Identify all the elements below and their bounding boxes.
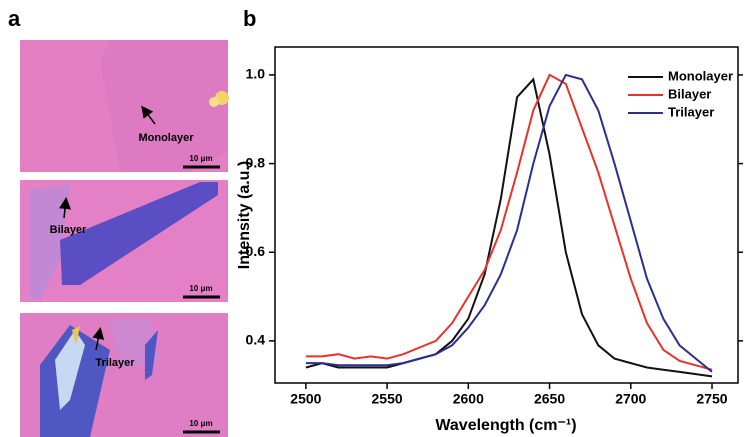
scale-bar-label: 10 μm: [189, 419, 212, 428]
image-label: Trilayer: [95, 357, 135, 369]
panel-label: b: [243, 6, 256, 31]
micrograph: Trilayer 10 μm: [20, 313, 228, 437]
image-label: Monolayer: [138, 132, 194, 144]
panel-label: a: [8, 6, 21, 31]
x-axis-label: Wavelength (cm⁻¹): [435, 417, 576, 434]
y-axis-label: Intensity (a.u.): [236, 161, 253, 269]
y-tick-label: 0.8: [246, 154, 266, 170]
plot-frame: [274, 46, 739, 384]
x-tick-label: 2550: [372, 391, 403, 407]
x-tick-label: 2650: [534, 391, 565, 407]
y-tick-label: 1.0: [246, 66, 266, 82]
x-tick-label: 2700: [615, 391, 646, 407]
series-line: [305, 73, 713, 373]
legend-label: Trilayer: [668, 104, 714, 119]
x-tick-label: 2500: [290, 391, 321, 407]
scale-bar-label: 10 μm: [189, 154, 212, 163]
x-tick-label: 2600: [453, 391, 484, 407]
micrograph: Monolayer 10 μm: [20, 40, 229, 172]
x-tick-label: 2750: [696, 391, 727, 407]
scale-bar-label: 10 μm: [189, 284, 212, 293]
legend-label: Monolayer: [668, 68, 733, 83]
series-line: [305, 73, 713, 371]
chart: Wavelength (cm⁻¹) Intensity (a.u.) 2500 2…: [236, 46, 743, 434]
image-label: Bilayer: [50, 224, 87, 236]
series-line: [305, 77, 713, 378]
y-tick-label: 0.6: [246, 243, 266, 259]
legend-label: Bilayer: [668, 86, 711, 101]
micrograph: Bilayer 10 μm: [20, 180, 228, 302]
y-tick-label: 0.4: [246, 332, 266, 348]
